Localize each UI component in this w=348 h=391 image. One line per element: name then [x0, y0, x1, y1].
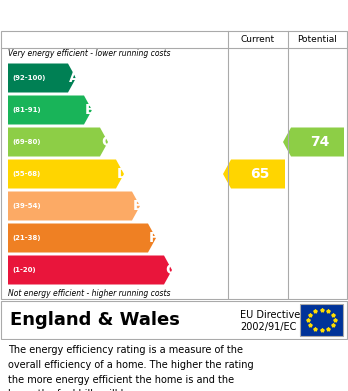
- Text: (55-68): (55-68): [12, 171, 40, 177]
- Text: Energy Efficiency Rating: Energy Efficiency Rating: [9, 7, 219, 23]
- Text: F: F: [149, 231, 158, 245]
- Text: Very energy efficient - lower running costs: Very energy efficient - lower running co…: [8, 50, 171, 59]
- Text: D: D: [117, 167, 128, 181]
- Text: (21-38): (21-38): [12, 235, 40, 241]
- Bar: [300, 304, 343, 336]
- Text: 74: 74: [310, 135, 329, 149]
- Text: G: G: [165, 263, 176, 277]
- Polygon shape: [8, 95, 92, 124]
- Text: (1-20): (1-20): [12, 267, 35, 273]
- Polygon shape: [8, 224, 156, 253]
- Polygon shape: [8, 63, 76, 93]
- Text: Not energy efficient - higher running costs: Not energy efficient - higher running co…: [8, 289, 171, 298]
- Text: 2002/91/EC: 2002/91/EC: [240, 322, 296, 332]
- Text: (92-100): (92-100): [12, 75, 45, 81]
- Text: EU Directive: EU Directive: [240, 310, 300, 320]
- Text: A: A: [69, 71, 80, 85]
- Text: (81-91): (81-91): [12, 107, 41, 113]
- Text: The energy efficiency rating is a measure of the
overall efficiency of a home. T: The energy efficiency rating is a measur…: [8, 345, 254, 391]
- Text: 65: 65: [250, 167, 270, 181]
- Text: (69-80): (69-80): [12, 139, 40, 145]
- Text: C: C: [101, 135, 111, 149]
- Polygon shape: [8, 192, 140, 221]
- Polygon shape: [223, 160, 285, 188]
- Text: B: B: [85, 103, 96, 117]
- Polygon shape: [8, 127, 108, 156]
- Text: Current: Current: [241, 34, 275, 43]
- Polygon shape: [283, 127, 344, 156]
- Text: E: E: [133, 199, 142, 213]
- Text: (39-54): (39-54): [12, 203, 41, 209]
- Text: England & Wales: England & Wales: [10, 311, 180, 329]
- Polygon shape: [8, 160, 124, 188]
- Polygon shape: [8, 255, 172, 285]
- Text: Potential: Potential: [298, 34, 338, 43]
